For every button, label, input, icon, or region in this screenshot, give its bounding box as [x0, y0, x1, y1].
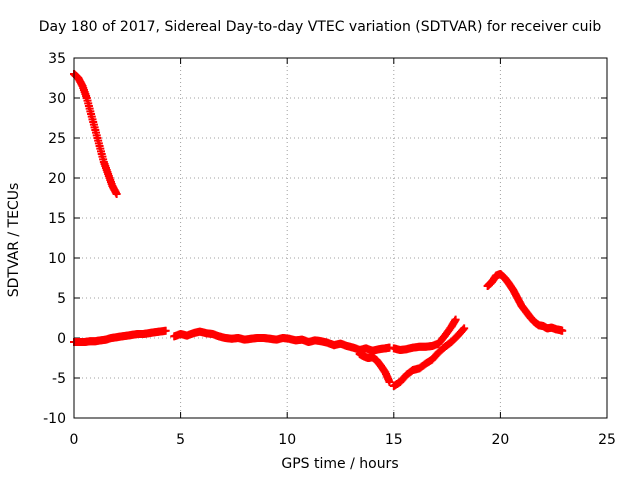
y-tick-label: 25: [48, 131, 66, 147]
data-series: [170, 327, 394, 355]
axis-ticks: -10 -5 0 5 10 15 20 25 30 35 0 5 10 15 20 25: [43, 51, 616, 448]
x-tick-label: 0: [70, 432, 79, 448]
data-points: [70, 70, 567, 390]
y-tick-label: -10: [43, 411, 66, 427]
y-tick-label: 10: [48, 251, 66, 267]
y-tick-label: 0: [57, 331, 66, 347]
data-series: [389, 315, 460, 354]
y-tick-label: 35: [48, 51, 66, 67]
data-series: [355, 350, 394, 386]
data-point: [460, 324, 469, 333]
data-point: [459, 325, 468, 334]
data-series: [70, 326, 170, 346]
y-tick-label: 5: [57, 291, 66, 307]
y-tick-label: -5: [52, 371, 66, 387]
x-tick-label: 25: [598, 432, 616, 448]
x-tick-label: 20: [491, 432, 509, 448]
x-axis-label: GPS time / hours: [281, 456, 399, 472]
grid: [74, 58, 607, 418]
y-tick-label: 20: [48, 171, 66, 187]
data-point: [385, 378, 394, 386]
data-point: [558, 326, 567, 335]
data-point: [451, 315, 460, 324]
data-point: [161, 326, 170, 335]
data-series: [483, 270, 567, 335]
chart-title: Day 180 of 2017, Sidereal Day-to-day VTE…: [38, 19, 602, 35]
data-point: [112, 190, 121, 198]
data-series: [389, 324, 469, 390]
x-tick-label: 5: [176, 432, 185, 448]
x-tick-label: 10: [278, 432, 296, 448]
data-series: [70, 70, 121, 198]
x-tick-label: 15: [385, 432, 403, 448]
y-tick-label: 15: [48, 211, 66, 227]
y-tick-label: 30: [48, 91, 66, 107]
plot-frame: [73, 57, 608, 419]
